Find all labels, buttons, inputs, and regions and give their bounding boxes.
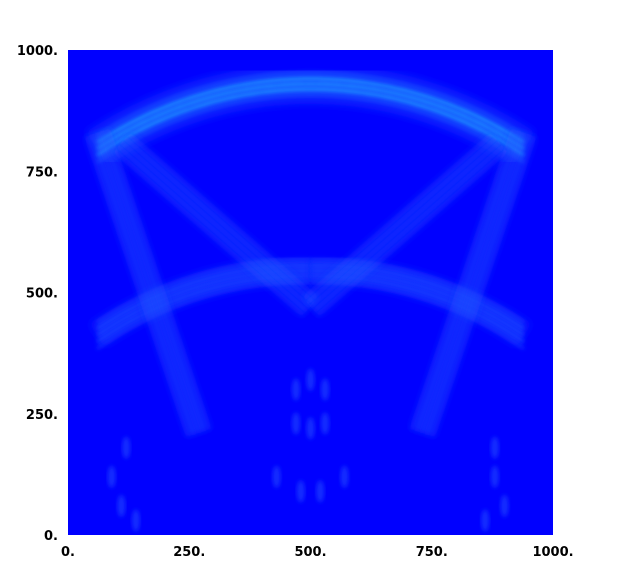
fringe-stripe: [116, 145, 308, 313]
y-tick-label: 500.: [26, 287, 58, 302]
y-tick-label: 1000.: [17, 44, 58, 59]
fringe-stripe: [313, 145, 505, 313]
fringe-stripe: [96, 72, 525, 138]
fringe-stripe: [120, 141, 312, 309]
left-diagonal-band: [83, 128, 213, 438]
ripple-blob: [490, 436, 499, 459]
right-inner-band: [301, 131, 509, 318]
fringe-stripe: [95, 132, 201, 434]
ripple-blob: [490, 465, 499, 488]
ripple-blob: [481, 509, 490, 532]
ripple-blob: [500, 494, 509, 517]
ripple-blob: [306, 368, 315, 391]
ripple-blob: [291, 378, 300, 401]
x-tick-label: 500.: [294, 545, 326, 560]
fringe-stripe: [96, 77, 525, 144]
fringe-stripe: [415, 130, 521, 432]
ripple-blob: [316, 480, 325, 503]
fringe-stripe: [124, 137, 315, 304]
ripple-blob: [272, 465, 281, 488]
fringe-stripe: [127, 133, 319, 300]
fringe-stripe: [410, 128, 516, 431]
x-tick-label: 750.: [416, 545, 448, 560]
fringe-stripe: [430, 135, 536, 438]
fringe-stripe: [420, 132, 526, 434]
fringe-stripe: [105, 128, 211, 431]
left-inner-band: [112, 131, 320, 318]
ripple-blob: [296, 480, 305, 503]
fringe-stripe: [113, 149, 305, 317]
y-tick-label: 0.: [44, 529, 58, 544]
fringe-stripe: [316, 149, 508, 317]
y-tick-label: 250.: [26, 408, 58, 423]
fringe-stripe: [425, 133, 531, 436]
fringe-stripe: [302, 133, 494, 300]
ripple-blob: [291, 412, 300, 435]
ripple-blob: [107, 465, 116, 488]
ripple-blob: [306, 417, 315, 440]
ripple-blob: [117, 494, 126, 517]
ripple-blob: [321, 378, 330, 401]
x-tick-label: 250.: [173, 545, 205, 560]
ripple-blob: [340, 465, 349, 488]
fringe-stripe: [100, 130, 206, 432]
fringe-stripe: [306, 137, 497, 304]
y-tick-label: 750.: [26, 165, 58, 180]
ripple-blob: [131, 509, 140, 532]
right-diagonal-band: [408, 128, 538, 438]
fringe-stripe: [96, 93, 525, 163]
fringe-stripe: [96, 88, 525, 157]
ripple-blob: [122, 436, 131, 459]
x-tick-label: 1000.: [532, 545, 573, 560]
fringe-stripe: [96, 82, 525, 150]
x-tick-label: 0.: [61, 545, 75, 560]
fringe-stripe: [85, 135, 191, 438]
fringe-stripe: [90, 133, 196, 436]
fringe-stripe: [309, 141, 501, 309]
ripple-blob: [321, 412, 330, 435]
upper-arc: [86, 63, 535, 166]
